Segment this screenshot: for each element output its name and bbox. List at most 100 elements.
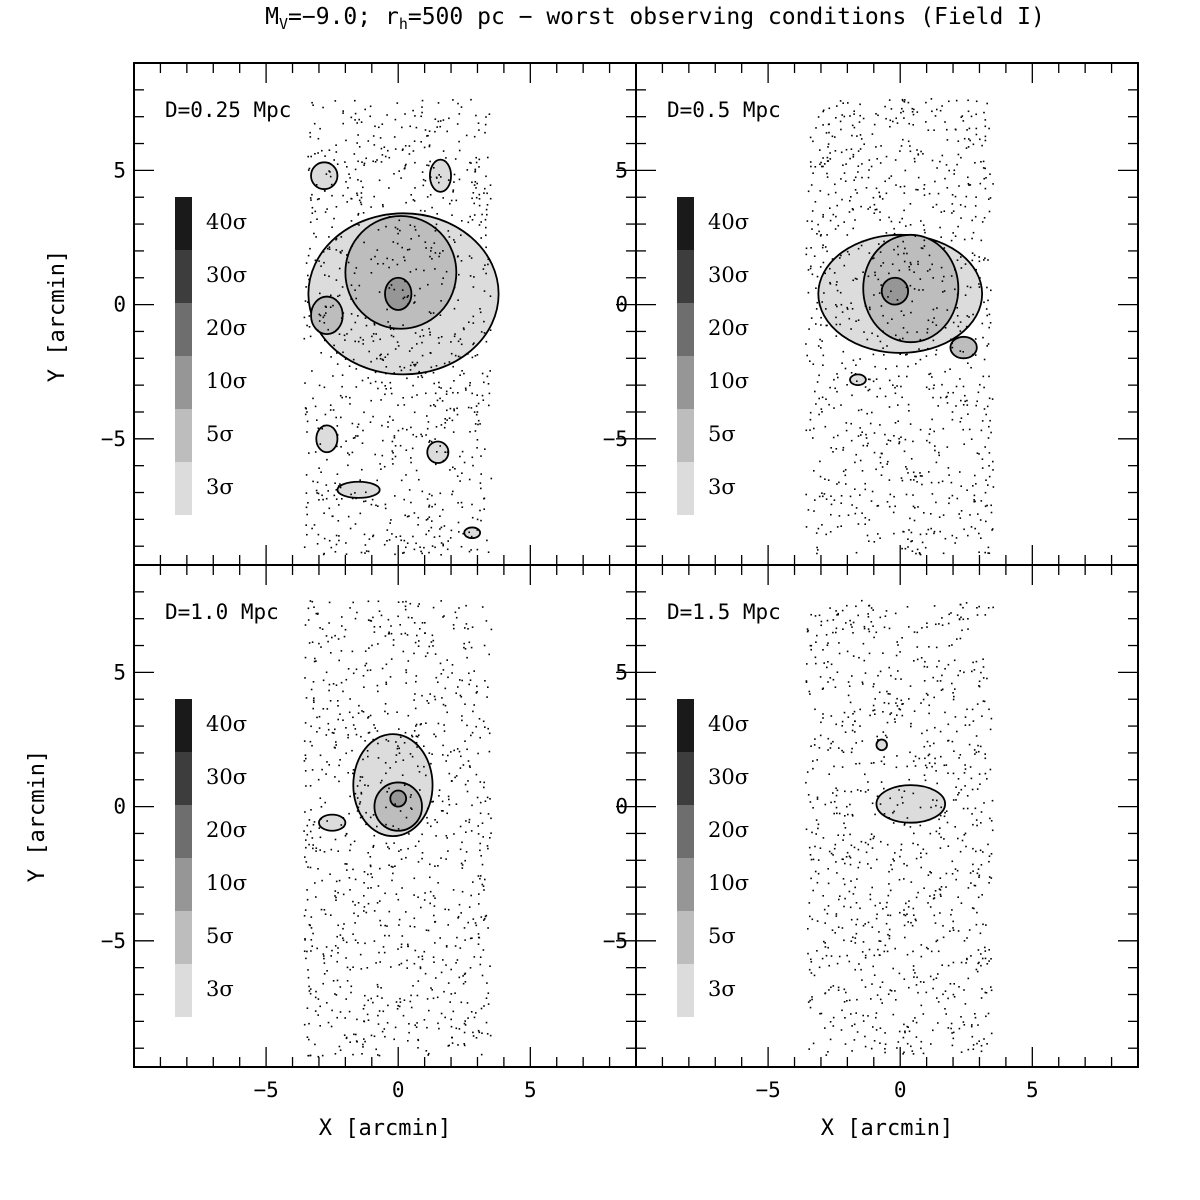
star-point bbox=[909, 261, 912, 264]
star-point bbox=[407, 616, 410, 619]
star-point bbox=[400, 479, 403, 482]
density-contour-10sigma bbox=[384, 276, 413, 311]
star-point bbox=[404, 165, 407, 167]
star-point bbox=[405, 671, 408, 674]
star-point bbox=[871, 983, 873, 985]
star-point bbox=[971, 259, 974, 262]
star-point bbox=[443, 525, 446, 527]
star-point bbox=[820, 1012, 823, 1015]
star-point bbox=[880, 145, 882, 147]
star-point bbox=[467, 406, 470, 409]
star-point bbox=[937, 192, 940, 195]
star-point bbox=[317, 533, 320, 536]
star-point bbox=[941, 688, 944, 691]
star-point bbox=[371, 876, 373, 879]
star-point bbox=[351, 422, 354, 425]
star-point bbox=[814, 201, 817, 203]
star-point bbox=[430, 762, 432, 765]
star-point bbox=[319, 836, 322, 839]
star-point bbox=[379, 867, 381, 870]
star-point bbox=[815, 127, 817, 129]
star-point bbox=[472, 710, 474, 713]
star-point bbox=[941, 617, 943, 619]
star-point bbox=[342, 122, 344, 125]
star-point bbox=[819, 266, 822, 268]
star-point bbox=[910, 458, 913, 460]
star-point bbox=[884, 433, 886, 436]
star-point bbox=[924, 764, 927, 767]
star-point bbox=[938, 454, 940, 457]
star-point bbox=[466, 748, 468, 751]
star-point bbox=[456, 936, 458, 939]
star-point bbox=[352, 601, 354, 604]
star-point bbox=[901, 547, 903, 550]
star-point bbox=[889, 125, 891, 128]
star-point bbox=[971, 788, 974, 791]
star-point bbox=[896, 804, 899, 806]
star-point bbox=[958, 986, 960, 988]
star-point bbox=[320, 471, 322, 473]
star-point bbox=[472, 286, 475, 288]
star-point bbox=[477, 833, 480, 835]
star-point bbox=[892, 812, 894, 814]
star-point bbox=[984, 505, 987, 508]
star-point bbox=[402, 397, 404, 399]
star-point bbox=[984, 257, 986, 259]
star-point bbox=[985, 1015, 987, 1018]
star-point bbox=[394, 455, 397, 458]
star-point bbox=[913, 660, 915, 662]
star-point bbox=[988, 882, 990, 884]
star-point bbox=[335, 994, 338, 996]
star-point bbox=[312, 932, 314, 935]
star-point bbox=[465, 389, 467, 391]
star-point bbox=[944, 711, 946, 714]
star-point bbox=[850, 439, 853, 442]
star-point bbox=[443, 730, 446, 732]
star-point bbox=[940, 236, 942, 238]
star-point bbox=[903, 450, 906, 453]
star-point bbox=[934, 115, 937, 117]
star-point bbox=[450, 1025, 453, 1028]
star-point bbox=[487, 727, 489, 730]
star-point bbox=[487, 156, 489, 159]
star-point bbox=[322, 498, 324, 501]
star-point bbox=[841, 198, 843, 201]
star-point bbox=[304, 300, 307, 302]
star-point bbox=[488, 392, 491, 395]
star-point bbox=[387, 426, 389, 428]
star-point bbox=[307, 976, 310, 979]
star-point bbox=[413, 917, 416, 920]
star-point bbox=[956, 638, 958, 640]
star-point bbox=[902, 1036, 905, 1039]
star-point bbox=[951, 212, 953, 214]
star-point bbox=[390, 284, 393, 286]
star-point bbox=[362, 758, 364, 761]
star-point bbox=[945, 872, 948, 875]
star-point bbox=[951, 418, 954, 421]
star-point bbox=[841, 114, 843, 116]
star-point bbox=[865, 433, 867, 436]
star-point bbox=[372, 135, 375, 137]
star-point bbox=[988, 326, 990, 329]
star-point bbox=[470, 894, 472, 897]
star-point bbox=[903, 924, 906, 927]
star-point bbox=[885, 117, 887, 120]
star-point bbox=[380, 987, 382, 989]
panel-plot-area bbox=[805, 599, 994, 1056]
star-point bbox=[430, 641, 433, 643]
star-point bbox=[334, 838, 337, 841]
scale-label: 10σ bbox=[708, 871, 749, 895]
star-point bbox=[888, 216, 890, 219]
star-point bbox=[454, 992, 456, 994]
star-point bbox=[327, 490, 329, 492]
star-point bbox=[355, 386, 358, 388]
scale-swatch bbox=[175, 303, 192, 356]
star-point bbox=[970, 438, 973, 440]
star-point bbox=[324, 913, 327, 915]
star-point bbox=[417, 861, 420, 863]
star-point bbox=[912, 1020, 914, 1022]
star-point bbox=[850, 844, 853, 847]
star-point bbox=[928, 646, 930, 648]
star-point bbox=[372, 340, 375, 342]
star-point bbox=[473, 411, 476, 413]
